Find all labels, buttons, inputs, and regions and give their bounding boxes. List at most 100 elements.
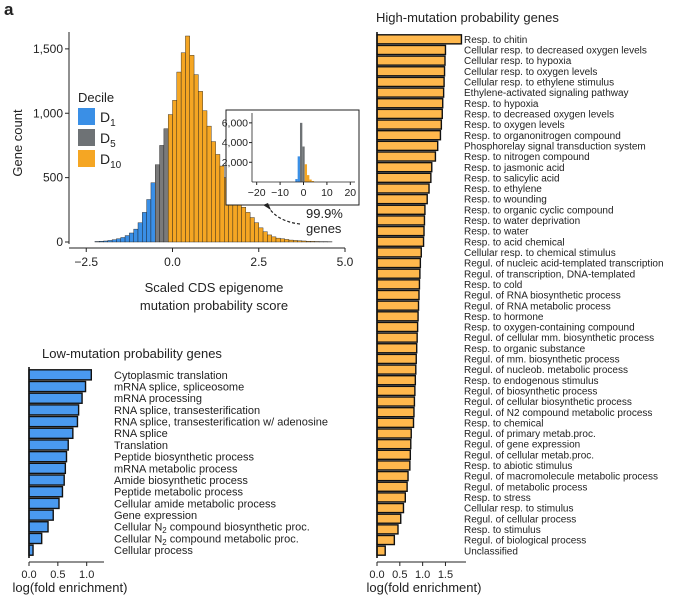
high-mutation-bar (376, 311, 419, 322)
high-mutation-bar (376, 257, 422, 269)
low-mutation-category-label: Cellular process (114, 545, 193, 557)
histogram-bar (202, 110, 208, 243)
low-mutation-axes: 0.0 0.5 1.0 (21, 367, 104, 581)
high-mutation-bar (376, 300, 420, 311)
high-mutation-category-label: Phosphorelay signal transduction system (464, 141, 646, 152)
low-mutation-category-label: mRNA processing (114, 393, 202, 405)
high-mutation-bar (376, 98, 444, 109)
histogram-bar (241, 207, 247, 243)
high-mutation-category-label: Regul. of cellular biosynthetic process (464, 397, 632, 408)
histogram-x-tick-label: 2.5 (250, 255, 267, 269)
high-mutation-bar (376, 76, 445, 88)
high-mutation-category-label: Resp. to decreased oxygen levels (464, 109, 614, 120)
high-mutation-category-label: Cellular resp. to oxygen levels (464, 67, 597, 78)
high-mutation-category-label: Cellular resp. to chemical stimulus (464, 248, 616, 259)
high-mutation-bar (376, 481, 408, 492)
high-mutation-category-label: Resp. to chemical (464, 418, 543, 429)
high-mutation-bar (376, 87, 445, 98)
high-mutation-x-tick-label: 1.0 (415, 569, 430, 581)
inset-x-tick-label: 0 (301, 187, 307, 199)
high-mutation-category-label: Cellular resp. to decreased oxygen level… (464, 46, 647, 57)
histogram-bar (219, 165, 225, 243)
low-mutation-bar (28, 439, 69, 451)
histogram-bar (314, 241, 320, 243)
histogram-bar (236, 200, 242, 243)
low-mutation-bar (28, 485, 64, 498)
high-mutation-bar (376, 534, 396, 546)
low-mutation-bar (28, 415, 79, 428)
histogram-x-tick-label: −2.5 (74, 255, 98, 269)
histogram-bar (133, 228, 139, 243)
low-mutation-x-tick-label: 0.5 (50, 569, 65, 581)
legend-entry-label: D5 (100, 130, 116, 150)
low-mutation-panel: Low-mutation probability genes Cytoplasm… (13, 346, 328, 595)
histogram-bar (189, 55, 195, 243)
histogram-bar (206, 125, 212, 243)
high-mutation-category-label: Resp. to nitrogen compound (464, 152, 590, 163)
high-mutation-category-label: Regul. of N2 compound metabolic process (464, 408, 652, 419)
legend-entry-label: D1 (100, 109, 116, 129)
histogram-bar (111, 239, 117, 243)
inset-axes: 2,000 4,000 6,000 −20 −10 0 10 20 (222, 113, 356, 199)
histogram-bar (172, 100, 178, 243)
histogram-x-axis-label-line1: Scaled CDS epigenome (145, 280, 284, 295)
low-mutation-bar (28, 462, 67, 475)
high-mutation-category-label: Regul. of cellular mm. biosynthetic proc… (464, 333, 654, 344)
high-mutation-category-label: Resp. to oxygen levels (464, 120, 565, 131)
high-mutation-bar (376, 66, 446, 77)
low-mutation-category-label: RNA splice (114, 428, 168, 440)
high-mutation-x-axis-label: log(fold enrichment) (367, 580, 482, 595)
high-mutation-bar (376, 428, 412, 439)
high-mutation-category-label: Cellular resp. to stimulus (464, 504, 573, 515)
high-mutation-bar (376, 524, 399, 535)
high-mutation-category-label: Resp. to chitin (464, 35, 527, 46)
high-mutation-bar (376, 44, 447, 56)
histogram-bar (193, 74, 199, 243)
inset-x-tick-label: 20 (344, 187, 356, 199)
high-mutation-category-label: Regul. of macromolecule metabolic proces… (464, 472, 658, 483)
histogram-bar (155, 164, 160, 243)
histogram-bar (305, 241, 311, 243)
low-mutation-category-label: mRNA metabolic process (114, 463, 238, 475)
high-mutation-category-label: Regul. of transcription, DNA-templated (464, 269, 635, 280)
high-mutation-category-label: Regul. of nucleic acid-templated transcr… (464, 259, 664, 270)
inset-frame (225, 109, 360, 206)
inset-bar (309, 179, 312, 182)
high-mutation-category-label: Resp. to organic substance (464, 344, 586, 355)
high-mutation-x-tick-label: 0.0 (369, 569, 384, 581)
histogram-bar (146, 199, 152, 243)
low-mutation-category-label: mRNA splice, spliceosome (114, 381, 244, 393)
histogram-bar (258, 227, 264, 243)
high-mutation-bar (376, 129, 442, 141)
legend-swatch (78, 150, 95, 167)
high-mutation-category-label: Regul. of cellular process (464, 514, 576, 525)
histogram-bar (267, 234, 272, 243)
histogram-panel: 0 500 1,000 1,500 −2.5 0.0 2.5 5.0 Gene count S… (10, 32, 360, 313)
high-mutation-bar (376, 406, 415, 418)
high-mutation-bar (376, 151, 437, 162)
high-mutation-category-label: Regul. of cellular metab.proc. (464, 450, 594, 461)
inset-x-tick-label: −20 (248, 187, 266, 199)
low-mutation-category-label: Cellular N2 compound metabolic proc. (114, 533, 299, 547)
high-mutation-category-label: Regul. of nucleob. metabolic process (464, 365, 628, 376)
high-mutation-bar (376, 513, 402, 524)
histogram-bar (103, 240, 109, 243)
inset-histogram: 2,000 4,000 6,000 −20 −10 0 10 20 (222, 109, 360, 206)
high-mutation-category-label: Resp. to organic cyclic compound (464, 205, 614, 216)
high-mutation-category-label: Resp. to abiotic stimulus (464, 461, 572, 472)
high-mutation-category-label: Resp. to stimulus (464, 525, 541, 536)
histogram-bar (98, 241, 104, 243)
high-mutation-category-label: Resp. to hormone (464, 312, 544, 323)
legend-title: Decile (78, 90, 114, 105)
high-mutation-category-label: Resp. to jasmonic acid (464, 163, 565, 174)
inset-bars (295, 122, 315, 182)
high-mutation-axes: 0.0 0.5 1.0 1.5 (369, 32, 466, 581)
high-mutation-bar (376, 236, 425, 247)
high-mutation-category-label: Resp. to oxygen-containing compound (464, 323, 635, 334)
high-mutation-x-tick-label: 1.5 (438, 569, 453, 581)
histogram-bar (211, 141, 216, 243)
high-mutation-bar (376, 449, 412, 461)
low-mutation-bar (28, 369, 93, 381)
